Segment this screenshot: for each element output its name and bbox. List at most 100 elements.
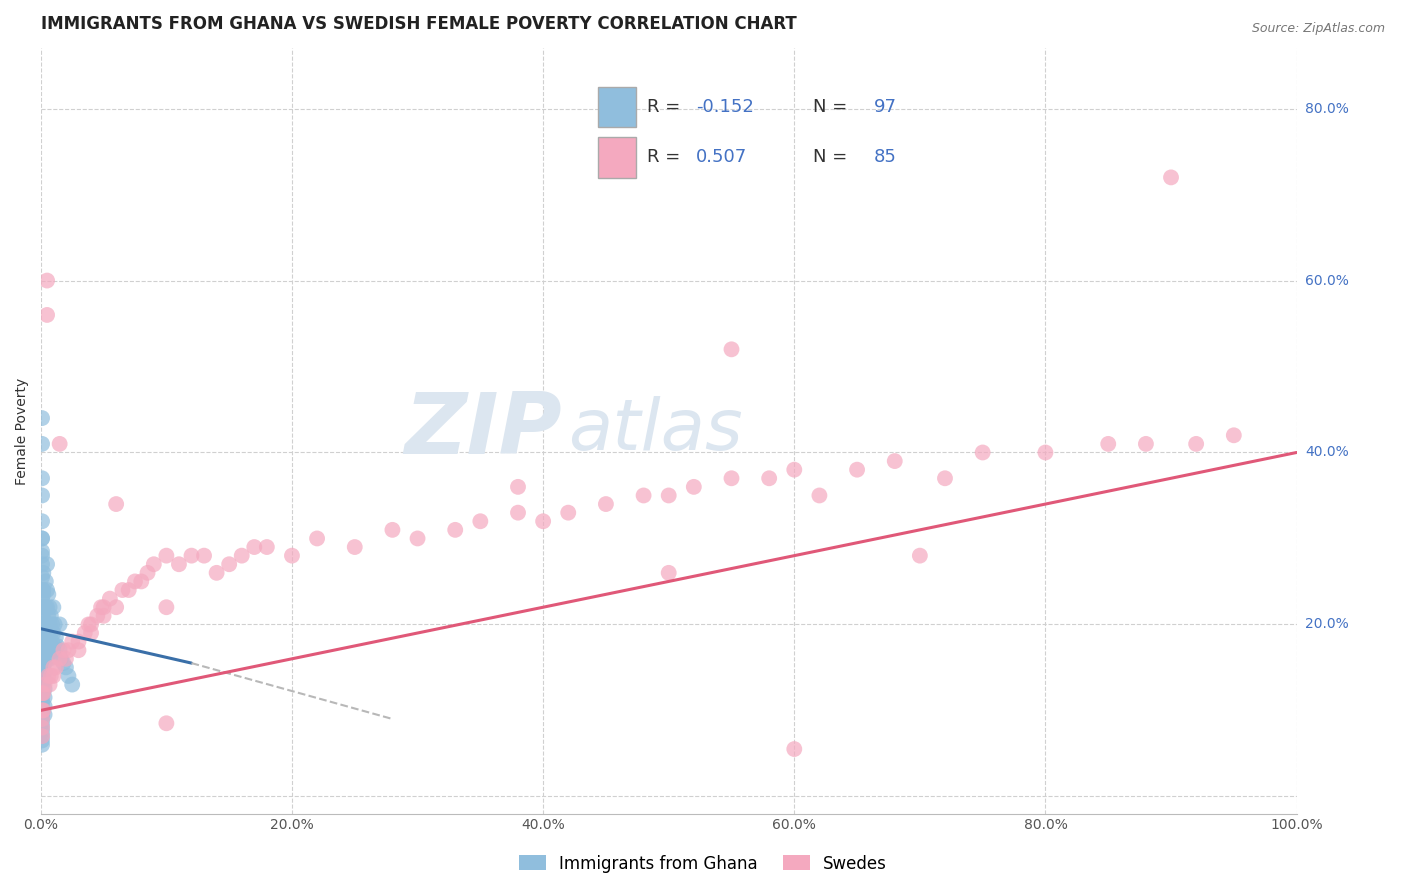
Point (31, 617, 53, 632)
Point (31, 690, 53, 705)
Point (256, 540, 278, 554)
Point (972, 445, 994, 459)
Point (31, 630, 53, 644)
Point (39, 608, 62, 623)
Point (155, 716, 177, 731)
Point (31, 558, 53, 572)
Point (31, 681, 53, 696)
Point (31, 712, 53, 726)
Point (307, 532, 329, 546)
Text: IMMIGRANTS FROM GHANA VS SWEDISH FEMALE POVERTY CORRELATION CHART: IMMIGRANTS FROM GHANA VS SWEDISH FEMALE … (41, 15, 797, 33)
Point (1160, 170, 1182, 185)
Point (37, 669, 59, 683)
Point (37, 608, 59, 623)
Point (35, 643, 58, 657)
Text: Source: ZipAtlas.com: Source: ZipAtlas.com (1251, 22, 1385, 36)
Point (34, 665, 56, 679)
Point (31, 738, 53, 752)
Point (908, 549, 931, 563)
Point (31, 652, 53, 666)
Point (34, 690, 56, 705)
Point (658, 488, 681, 502)
Point (31, 532, 53, 546)
Point (41, 617, 63, 632)
Point (34, 699, 56, 714)
Point (73, 626, 96, 640)
Point (37, 643, 59, 657)
Point (31, 669, 53, 683)
Point (31, 600, 53, 615)
Point (48, 617, 70, 632)
Point (658, 566, 681, 580)
Point (167, 558, 190, 572)
Point (31, 695, 53, 709)
Point (32, 648, 55, 662)
Point (444, 523, 467, 537)
Point (31, 643, 53, 657)
Point (55, 652, 77, 666)
Text: ZIP: ZIP (405, 390, 562, 473)
Point (846, 463, 869, 477)
Point (557, 506, 579, 520)
Point (31, 634, 53, 648)
Point (531, 514, 554, 528)
Point (35, 652, 58, 666)
Point (46, 639, 69, 653)
Point (42, 669, 65, 683)
Y-axis label: Female Poverty: Female Poverty (15, 377, 30, 484)
Point (155, 549, 177, 563)
Point (218, 558, 240, 572)
Point (180, 549, 202, 563)
Point (231, 549, 253, 563)
Point (105, 497, 128, 511)
Point (67, 643, 90, 657)
Point (808, 488, 831, 502)
Point (32, 566, 55, 580)
Point (31, 677, 53, 691)
Point (31, 716, 53, 731)
Point (31, 437, 53, 451)
Point (42, 600, 65, 615)
Point (883, 454, 905, 468)
Point (31, 703, 53, 717)
Point (31, 721, 53, 735)
Point (31, 639, 53, 653)
Point (1223, 428, 1246, 442)
Point (34, 707, 56, 722)
Point (77, 617, 100, 632)
Point (45, 630, 67, 644)
Point (35, 582, 58, 597)
Point (31, 724, 53, 739)
Text: atlas: atlas (568, 396, 742, 466)
Point (32, 630, 55, 644)
Point (55, 660, 77, 674)
Point (758, 471, 780, 485)
Point (111, 582, 134, 597)
Point (31, 733, 53, 747)
Point (720, 343, 742, 357)
Point (142, 558, 165, 572)
Text: 20.0%: 20.0% (1305, 617, 1348, 632)
Point (31, 703, 53, 717)
Legend: Immigrants from Ghana, Swedes: Immigrants from Ghana, Swedes (513, 848, 893, 880)
Point (31, 665, 53, 679)
Point (48, 437, 70, 451)
Point (31, 591, 53, 606)
Point (31, 707, 53, 722)
Point (31, 471, 53, 485)
Point (470, 514, 492, 528)
Point (31, 721, 53, 735)
Point (193, 549, 215, 563)
Point (406, 532, 429, 546)
Point (48, 652, 70, 666)
Point (35, 634, 58, 648)
Point (31, 729, 53, 743)
Point (105, 600, 128, 615)
Point (60, 677, 83, 691)
Point (31, 673, 53, 688)
Point (31, 582, 53, 597)
Point (343, 540, 366, 554)
Point (67, 634, 90, 648)
Point (243, 540, 266, 554)
Point (32, 587, 55, 601)
